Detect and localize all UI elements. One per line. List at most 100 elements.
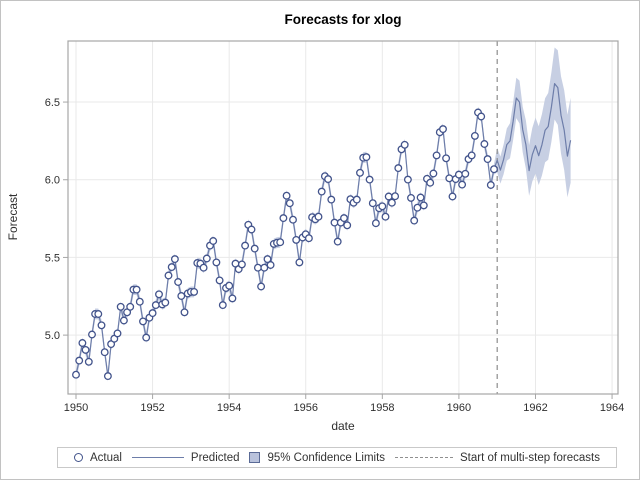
actual-point bbox=[78, 339, 87, 347]
actual-point bbox=[387, 198, 396, 207]
actual-point bbox=[324, 175, 333, 184]
actual-point bbox=[148, 309, 157, 318]
chart-legend: Actual Predicted 95% Confidence Limits S… bbox=[57, 447, 617, 468]
legend-label-predicted: Predicted bbox=[190, 451, 240, 464]
actual-point bbox=[142, 333, 151, 342]
y-axis-title: Forecast bbox=[6, 193, 20, 240]
x-tick-label: 1962 bbox=[523, 402, 547, 414]
x-tick-label: 1954 bbox=[217, 402, 241, 414]
actual-point bbox=[132, 285, 141, 294]
forecast-chart: Forecasts for xlog Forecast date 1950 195… bbox=[6, 12, 624, 433]
y-tick-label: 6.5 bbox=[45, 97, 60, 109]
actual-point bbox=[225, 281, 234, 290]
actual-point bbox=[295, 258, 304, 267]
actual-point bbox=[470, 131, 479, 140]
legend-item-actual: Actual bbox=[74, 452, 122, 464]
x-tick-label: 1964 bbox=[600, 402, 624, 414]
actual-point bbox=[467, 151, 476, 160]
y-tick-label: 6.0 bbox=[45, 175, 60, 187]
actual-point bbox=[486, 181, 495, 189]
actual-point bbox=[250, 244, 259, 253]
plot-area: 1950 1952 1954 1956 1958 1960 1962 1964 5.0 5.5 6.… bbox=[45, 40, 624, 414]
actual-point bbox=[362, 153, 371, 162]
actual-point bbox=[174, 278, 183, 286]
solid-line-icon bbox=[131, 457, 184, 458]
actual-point bbox=[180, 308, 189, 317]
actual-point bbox=[490, 165, 498, 174]
actual-point bbox=[113, 329, 122, 338]
actual-point bbox=[199, 263, 208, 272]
actual-point bbox=[119, 316, 128, 325]
actual-point bbox=[454, 170, 463, 179]
actual-point bbox=[445, 174, 454, 183]
actual-point bbox=[403, 175, 412, 184]
actual-point bbox=[365, 175, 374, 184]
actual-point bbox=[458, 180, 467, 189]
actual-point bbox=[314, 212, 323, 221]
actual-point bbox=[263, 255, 272, 264]
actual-point bbox=[190, 287, 199, 296]
actual-point bbox=[400, 140, 409, 149]
actual-point bbox=[432, 151, 441, 160]
actual-point bbox=[381, 212, 390, 221]
actual-point bbox=[84, 357, 93, 366]
x-tick-label: 1952 bbox=[140, 402, 164, 414]
actual-point bbox=[448, 192, 457, 201]
actual-point bbox=[442, 154, 451, 163]
actual-point bbox=[135, 297, 144, 306]
actual-point bbox=[218, 301, 227, 310]
actual-point bbox=[394, 164, 403, 173]
actual-point bbox=[247, 225, 256, 234]
actual-point bbox=[260, 263, 269, 272]
actual-point bbox=[416, 193, 425, 202]
actual-point bbox=[289, 215, 297, 224]
actual-point bbox=[100, 348, 109, 357]
actual-point bbox=[241, 241, 250, 250]
actual-point bbox=[340, 214, 348, 223]
x-axis-title: date bbox=[331, 419, 355, 433]
actual-point bbox=[103, 372, 112, 381]
actual-point bbox=[426, 178, 435, 187]
actual-point bbox=[480, 140, 489, 148]
actual-point bbox=[202, 254, 211, 263]
actual-point bbox=[384, 192, 393, 201]
actual-point bbox=[391, 192, 400, 201]
chart-title: Forecasts for xlog bbox=[284, 12, 401, 27]
actual-point bbox=[461, 169, 470, 178]
actual-point bbox=[368, 199, 377, 208]
dashed-line-icon bbox=[395, 457, 453, 458]
actual-point bbox=[94, 310, 103, 318]
actual-point bbox=[483, 155, 492, 164]
x-tick-label: 1960 bbox=[447, 402, 471, 414]
legend-item-confidence-limits: 95% Confidence Limits bbox=[249, 452, 385, 464]
actual-point bbox=[88, 330, 96, 339]
actual-point bbox=[155, 290, 163, 299]
actual-point bbox=[330, 218, 339, 227]
y-tick-label: 5.5 bbox=[45, 252, 60, 264]
actual-point bbox=[139, 317, 147, 326]
actual-point bbox=[317, 187, 326, 196]
legend-label-actual: Actual bbox=[90, 451, 122, 464]
actual-point bbox=[410, 216, 419, 225]
legend-item-predicted: Predicted bbox=[131, 451, 240, 464]
actual-point bbox=[419, 201, 428, 210]
actual-point bbox=[279, 214, 288, 223]
actual-point bbox=[257, 282, 266, 291]
actual-point bbox=[266, 261, 275, 269]
actual-point bbox=[116, 302, 125, 311]
legend-label-confidence-limits: 95% Confidence Limits bbox=[267, 451, 386, 464]
actual-point bbox=[343, 221, 352, 230]
predicted-line bbox=[75, 82, 572, 377]
actual-point bbox=[126, 302, 135, 311]
actual-point bbox=[282, 191, 291, 200]
actual-point bbox=[164, 271, 173, 280]
actual-point bbox=[356, 168, 364, 177]
x-tick-label: 1956 bbox=[294, 402, 318, 414]
actual-point bbox=[333, 237, 342, 246]
actual-point bbox=[285, 199, 294, 208]
actual-point bbox=[407, 193, 415, 202]
actual-point bbox=[429, 169, 438, 178]
actual-point bbox=[371, 219, 380, 228]
actual-point bbox=[352, 195, 361, 204]
